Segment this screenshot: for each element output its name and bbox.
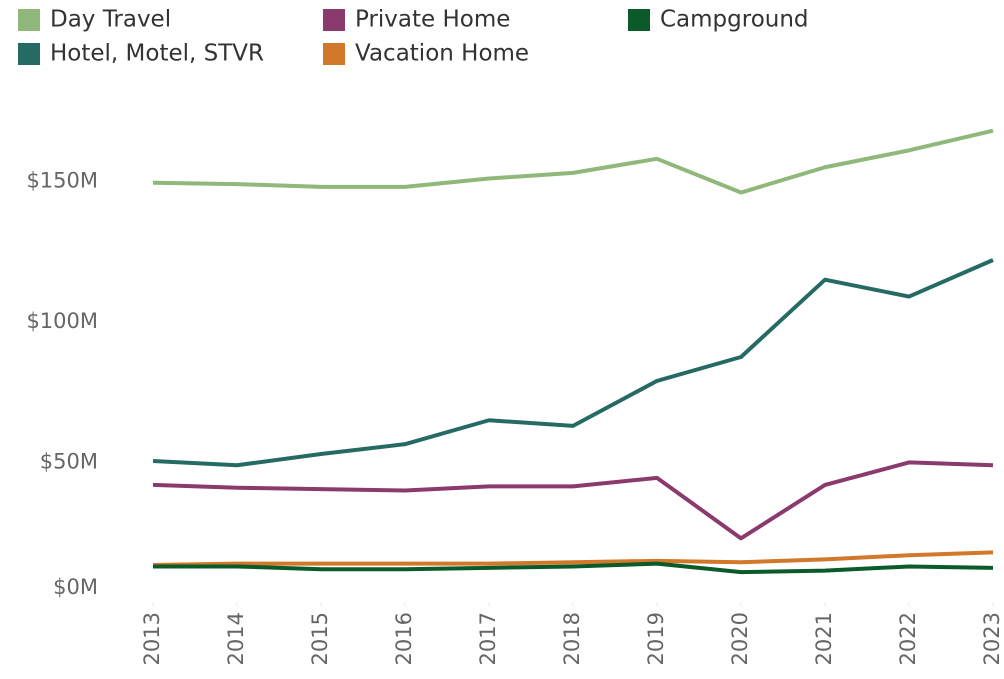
x-tick-label: 2023 [980, 612, 1004, 665]
legend-label: Private Home [355, 7, 510, 33]
y-tick-label: $100M [26, 309, 98, 333]
x-tick-label: 2020 [728, 612, 752, 665]
series-line [152, 550, 994, 568]
legend-swatch [323, 43, 345, 65]
legend-label: Hotel, Motel, STVR [50, 41, 264, 67]
x-tick-label: 2016 [392, 612, 416, 665]
x-tick-label: 2019 [644, 612, 668, 665]
legend-label: Vacation Home [355, 41, 529, 67]
series-line [152, 258, 994, 468]
legend-label: Campground [660, 7, 809, 33]
x-tick-label: 2014 [224, 612, 248, 665]
legend-label: Day Travel [50, 7, 171, 33]
y-tick-label: $50M [40, 449, 98, 473]
x-tick-label: 2021 [812, 612, 836, 665]
y-tick-label: $150M [26, 168, 98, 192]
series-line [152, 128, 994, 195]
x-tick-label: 2022 [896, 612, 920, 665]
y-tick-label: $0M [53, 575, 98, 599]
x-tick-label: 2017 [476, 612, 500, 665]
series-line [152, 460, 994, 541]
legend-swatch [628, 9, 650, 31]
series-line [153, 561, 994, 575]
legend-swatch [18, 43, 40, 65]
legend-swatch [323, 9, 345, 31]
legend-swatch [18, 9, 40, 31]
x-tick-label: 2018 [560, 612, 584, 665]
x-tick-label: 2015 [308, 612, 332, 665]
x-tick-label: 2013 [140, 612, 164, 665]
